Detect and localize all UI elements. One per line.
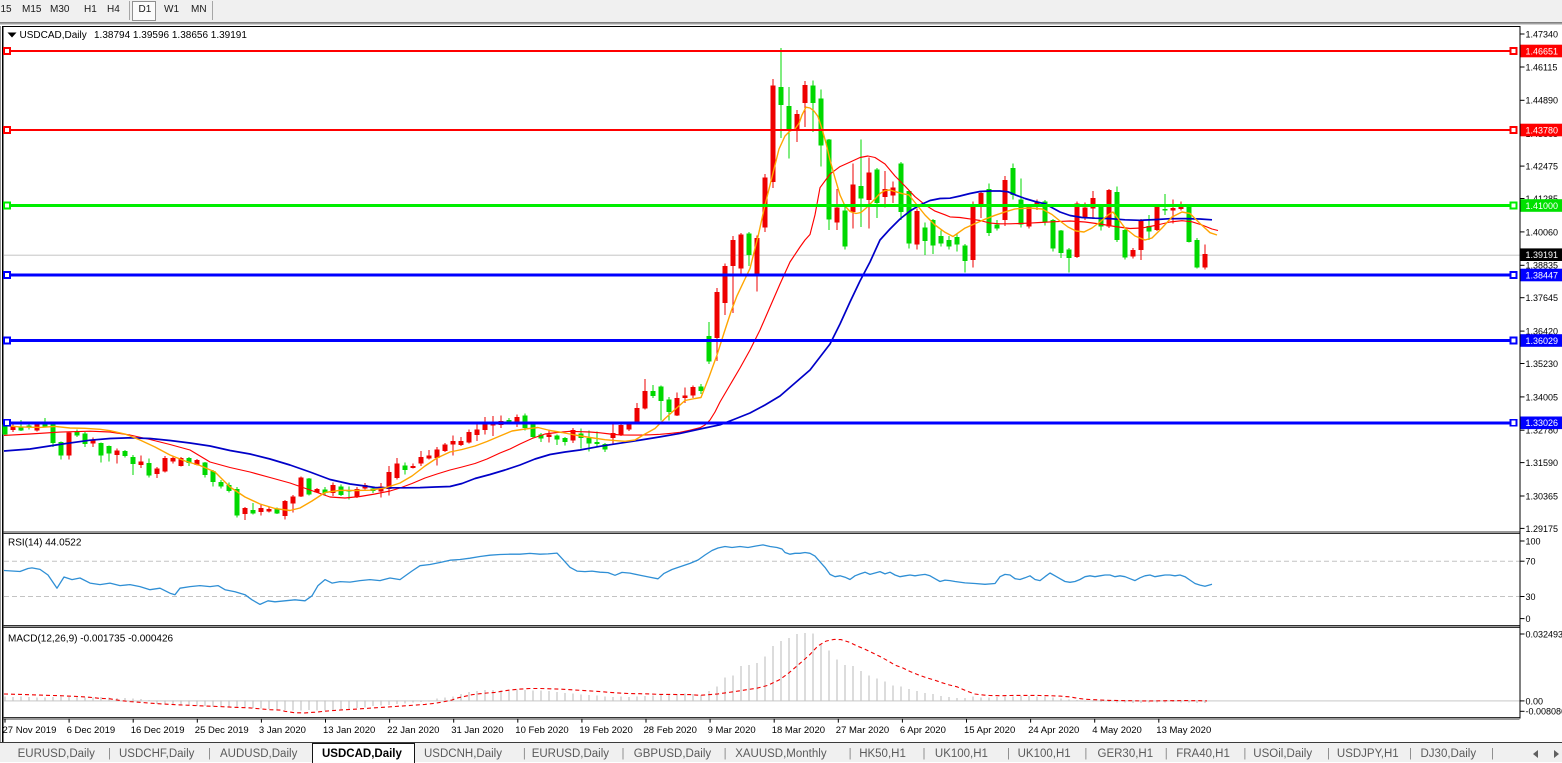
svg-text:1.46115: 1.46115 (1526, 62, 1558, 72)
svg-text:31 Jan 2020: 31 Jan 2020 (451, 725, 503, 736)
svg-text:1.47340: 1.47340 (1526, 29, 1559, 39)
svg-text:30: 30 (1526, 592, 1536, 602)
svg-text:0.032493: 0.032493 (1526, 629, 1562, 639)
svg-text:1.38447: 1.38447 (1526, 270, 1559, 280)
svg-text:1.35230: 1.35230 (1526, 359, 1559, 369)
svg-text:10 Feb 2020: 10 Feb 2020 (515, 725, 568, 736)
svg-text:16 Dec 2019: 16 Dec 2019 (131, 725, 185, 736)
svg-text:RSI(14) 44.0522: RSI(14) 44.0522 (8, 538, 82, 549)
svg-text:27 Nov 2019: 27 Nov 2019 (3, 725, 57, 736)
svg-text:1.36029: 1.36029 (1526, 336, 1559, 346)
svg-text:1.42475: 1.42475 (1526, 162, 1559, 172)
svg-text:27 Mar 2020: 27 Mar 2020 (836, 725, 889, 736)
svg-text:1.34005: 1.34005 (1526, 392, 1559, 402)
svg-text:9 Mar 2020: 9 Mar 2020 (708, 725, 756, 736)
svg-text:0: 0 (1526, 614, 1531, 624)
svg-text:-0.008086: -0.008086 (1526, 707, 1562, 717)
svg-text:100: 100 (1526, 536, 1541, 546)
svg-text:19 Feb 2020: 19 Feb 2020 (579, 725, 632, 736)
svg-text:3 Jan 2020: 3 Jan 2020 (259, 725, 306, 736)
svg-text:1.33026: 1.33026 (1526, 418, 1559, 428)
svg-text:24 Apr 2020: 24 Apr 2020 (1028, 725, 1079, 736)
svg-text:1.43780: 1.43780 (1526, 125, 1559, 135)
svg-text:25 Dec 2019: 25 Dec 2019 (195, 725, 249, 736)
svg-text:6 Apr 2020: 6 Apr 2020 (900, 725, 946, 736)
svg-text:13 Jan 2020: 13 Jan 2020 (323, 725, 375, 736)
svg-text:4 May 2020: 4 May 2020 (1092, 725, 1142, 736)
svg-text:15 Apr 2020: 15 Apr 2020 (964, 725, 1015, 736)
svg-text:1.39191: 1.39191 (1526, 250, 1559, 260)
svg-text:1.41000: 1.41000 (1526, 201, 1559, 211)
svg-text:22 Jan 2020: 22 Jan 2020 (387, 725, 439, 736)
svg-text:1.40060: 1.40060 (1526, 227, 1559, 237)
svg-text:1.31590: 1.31590 (1526, 458, 1559, 468)
svg-text:13 May 2020: 13 May 2020 (1156, 725, 1211, 736)
svg-text:1.37645: 1.37645 (1526, 293, 1559, 303)
svg-text:18 Mar 2020: 18 Mar 2020 (772, 725, 825, 736)
svg-text:28 Feb 2020: 28 Feb 2020 (644, 725, 697, 736)
svg-text:70: 70 (1526, 557, 1536, 567)
svg-text:1.46651: 1.46651 (1526, 46, 1559, 56)
svg-text:1.44890: 1.44890 (1526, 96, 1559, 106)
svg-text:0.00: 0.00 (1526, 696, 1544, 706)
svg-text:6 Dec 2019: 6 Dec 2019 (67, 725, 116, 736)
svg-text:MACD(12,26,9) -0.001735 -0.000: MACD(12,26,9) -0.001735 -0.000426 (8, 634, 174, 645)
svg-text:1.30365: 1.30365 (1526, 491, 1559, 501)
svg-text:1.29175: 1.29175 (1526, 524, 1559, 534)
